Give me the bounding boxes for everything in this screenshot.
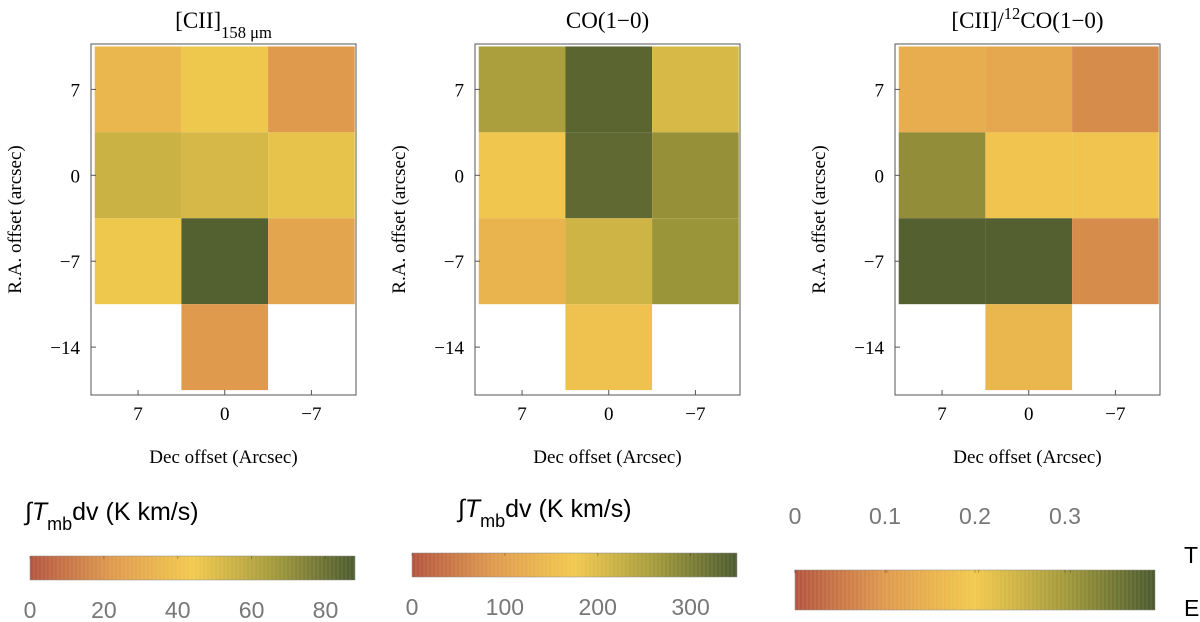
- heatmap-cell: [985, 304, 1073, 391]
- text-part: ∫: [23, 498, 33, 526]
- y-tick-label: 7: [875, 80, 885, 101]
- heatmap-cell: [478, 218, 566, 305]
- text-part: mb: [480, 511, 505, 531]
- plot-frame: [474, 43, 741, 396]
- heatmap-cell: [565, 132, 653, 219]
- heatmap-cell: [268, 218, 355, 305]
- heatmap-cell: [652, 46, 739, 133]
- colorbar-tick-label: 300: [671, 594, 709, 620]
- y-axis-label: R.A. offset (arcsec): [5, 145, 26, 293]
- rich-text: CO(1−0): [566, 8, 649, 33]
- x-tick-label: −7: [301, 404, 321, 425]
- colorbar-tick-label: 0: [24, 597, 37, 622]
- y-tick-label: 0: [455, 166, 465, 187]
- heatmap-cell: [898, 132, 986, 219]
- colorbar-tick-label: 40: [165, 597, 191, 622]
- colorbar-top-tick-label: 0.1: [869, 503, 901, 529]
- y-axis-label: R.A. offset (arcsec): [389, 145, 410, 293]
- x-tick-label: −7: [1105, 404, 1125, 425]
- colorbar-side-label: E: [1184, 595, 1199, 621]
- x-tick-label: −7: [685, 404, 705, 425]
- text-part: mb: [47, 514, 72, 534]
- colorbar-tick-label: 200: [579, 594, 617, 620]
- heatmap-cell: [985, 46, 1073, 133]
- heatmap-cell: [181, 218, 269, 305]
- colorbar-tick-label: 0: [406, 594, 419, 620]
- heatmap-cell: [985, 132, 1073, 219]
- colorbar-side-label: T: [1184, 542, 1198, 568]
- rich-text: ∫Tmbdv (K km/s): [456, 495, 632, 531]
- colorbar-tick-label: 100: [486, 594, 524, 620]
- heatmap-cell: [181, 304, 269, 391]
- y-tick-label: −7: [864, 252, 884, 273]
- text-part: [CII]/: [951, 8, 1004, 33]
- x-axis-label: Dec offset (Arcsec): [533, 447, 681, 468]
- text-part: 12: [1004, 4, 1021, 23]
- y-tick-label: 0: [71, 166, 81, 187]
- text-part: ∫: [456, 495, 466, 523]
- x-tick-label: 7: [517, 404, 527, 425]
- y-tick-label: −7: [444, 252, 464, 273]
- heatmap-cell: [565, 304, 653, 391]
- heatmap-cell: [94, 132, 182, 219]
- y-tick-label: 0: [875, 166, 885, 187]
- rich-text: [CII]158 μm: [175, 8, 272, 42]
- heatmap-cell: [94, 218, 182, 305]
- y-tick-label: −14: [434, 338, 464, 359]
- heatmap-cell: [1072, 132, 1159, 219]
- heatmap-cell: [565, 218, 653, 305]
- heatmap-cell: [898, 218, 986, 305]
- plot-frame: [90, 43, 357, 396]
- text-part: 158 μm: [221, 23, 272, 42]
- x-tick-label: 0: [220, 404, 230, 425]
- colorbar: [411, 552, 738, 578]
- heatmap-cell: [652, 132, 739, 219]
- x-axis-label: Dec offset (Arcsec): [953, 447, 1101, 468]
- y-tick-label: 7: [71, 80, 81, 101]
- text-part: T: [465, 495, 482, 523]
- text-part: T: [32, 498, 49, 526]
- y-axis-label: R.A. offset (arcsec): [809, 145, 830, 293]
- colorbar-tick-label: 80: [313, 597, 339, 622]
- x-tick-label: 0: [604, 404, 614, 425]
- heatmap-cell: [268, 132, 355, 219]
- heatmap-cell: [181, 46, 269, 133]
- colorbar-top-tick-label: 0.3: [1049, 503, 1081, 529]
- heatmap-cell: [898, 46, 986, 133]
- text-part: CO(1−0): [566, 8, 649, 33]
- text-part: [CII]: [175, 8, 221, 33]
- colorbar-top-tick-label: 0.2: [959, 503, 991, 529]
- heatmap-cell: [1072, 218, 1159, 305]
- colorbar: [794, 569, 1156, 611]
- heatmap-cell: [985, 218, 1073, 305]
- colorbar: [29, 555, 356, 581]
- heatmap-cell: [181, 132, 269, 219]
- text-part: dv (K km/s): [505, 495, 631, 523]
- x-tick-label: 7: [133, 404, 143, 425]
- heatmap-cell: [478, 46, 566, 133]
- heatmap-cell: [1072, 46, 1159, 133]
- x-tick-label: 0: [1024, 404, 1034, 425]
- x-axis-label: Dec offset (Arcsec): [149, 447, 297, 468]
- x-tick-label: 7: [937, 404, 947, 425]
- text-part: CO(1−0): [1020, 8, 1103, 33]
- heatmap-cell: [565, 46, 653, 133]
- heatmap-cell: [268, 46, 355, 133]
- colorbar-tick-label: 60: [239, 597, 265, 622]
- colorbar-top-tick-label: 0: [789, 503, 802, 529]
- y-tick-label: −7: [60, 252, 80, 273]
- rich-text: ∫Tmbdv (K km/s): [23, 498, 199, 534]
- text-part: dv (K km/s): [72, 498, 198, 526]
- colorbar-tick-label: 20: [91, 597, 117, 622]
- heatmap-cell: [478, 132, 566, 219]
- y-tick-label: −14: [50, 338, 80, 359]
- heatmap-cell: [94, 46, 182, 133]
- heatmap-cell: [652, 218, 739, 305]
- y-tick-label: 7: [455, 80, 465, 101]
- rich-text: [CII]/12CO(1−0): [951, 4, 1103, 34]
- y-tick-label: −14: [854, 338, 884, 359]
- plot-frame: [894, 43, 1161, 396]
